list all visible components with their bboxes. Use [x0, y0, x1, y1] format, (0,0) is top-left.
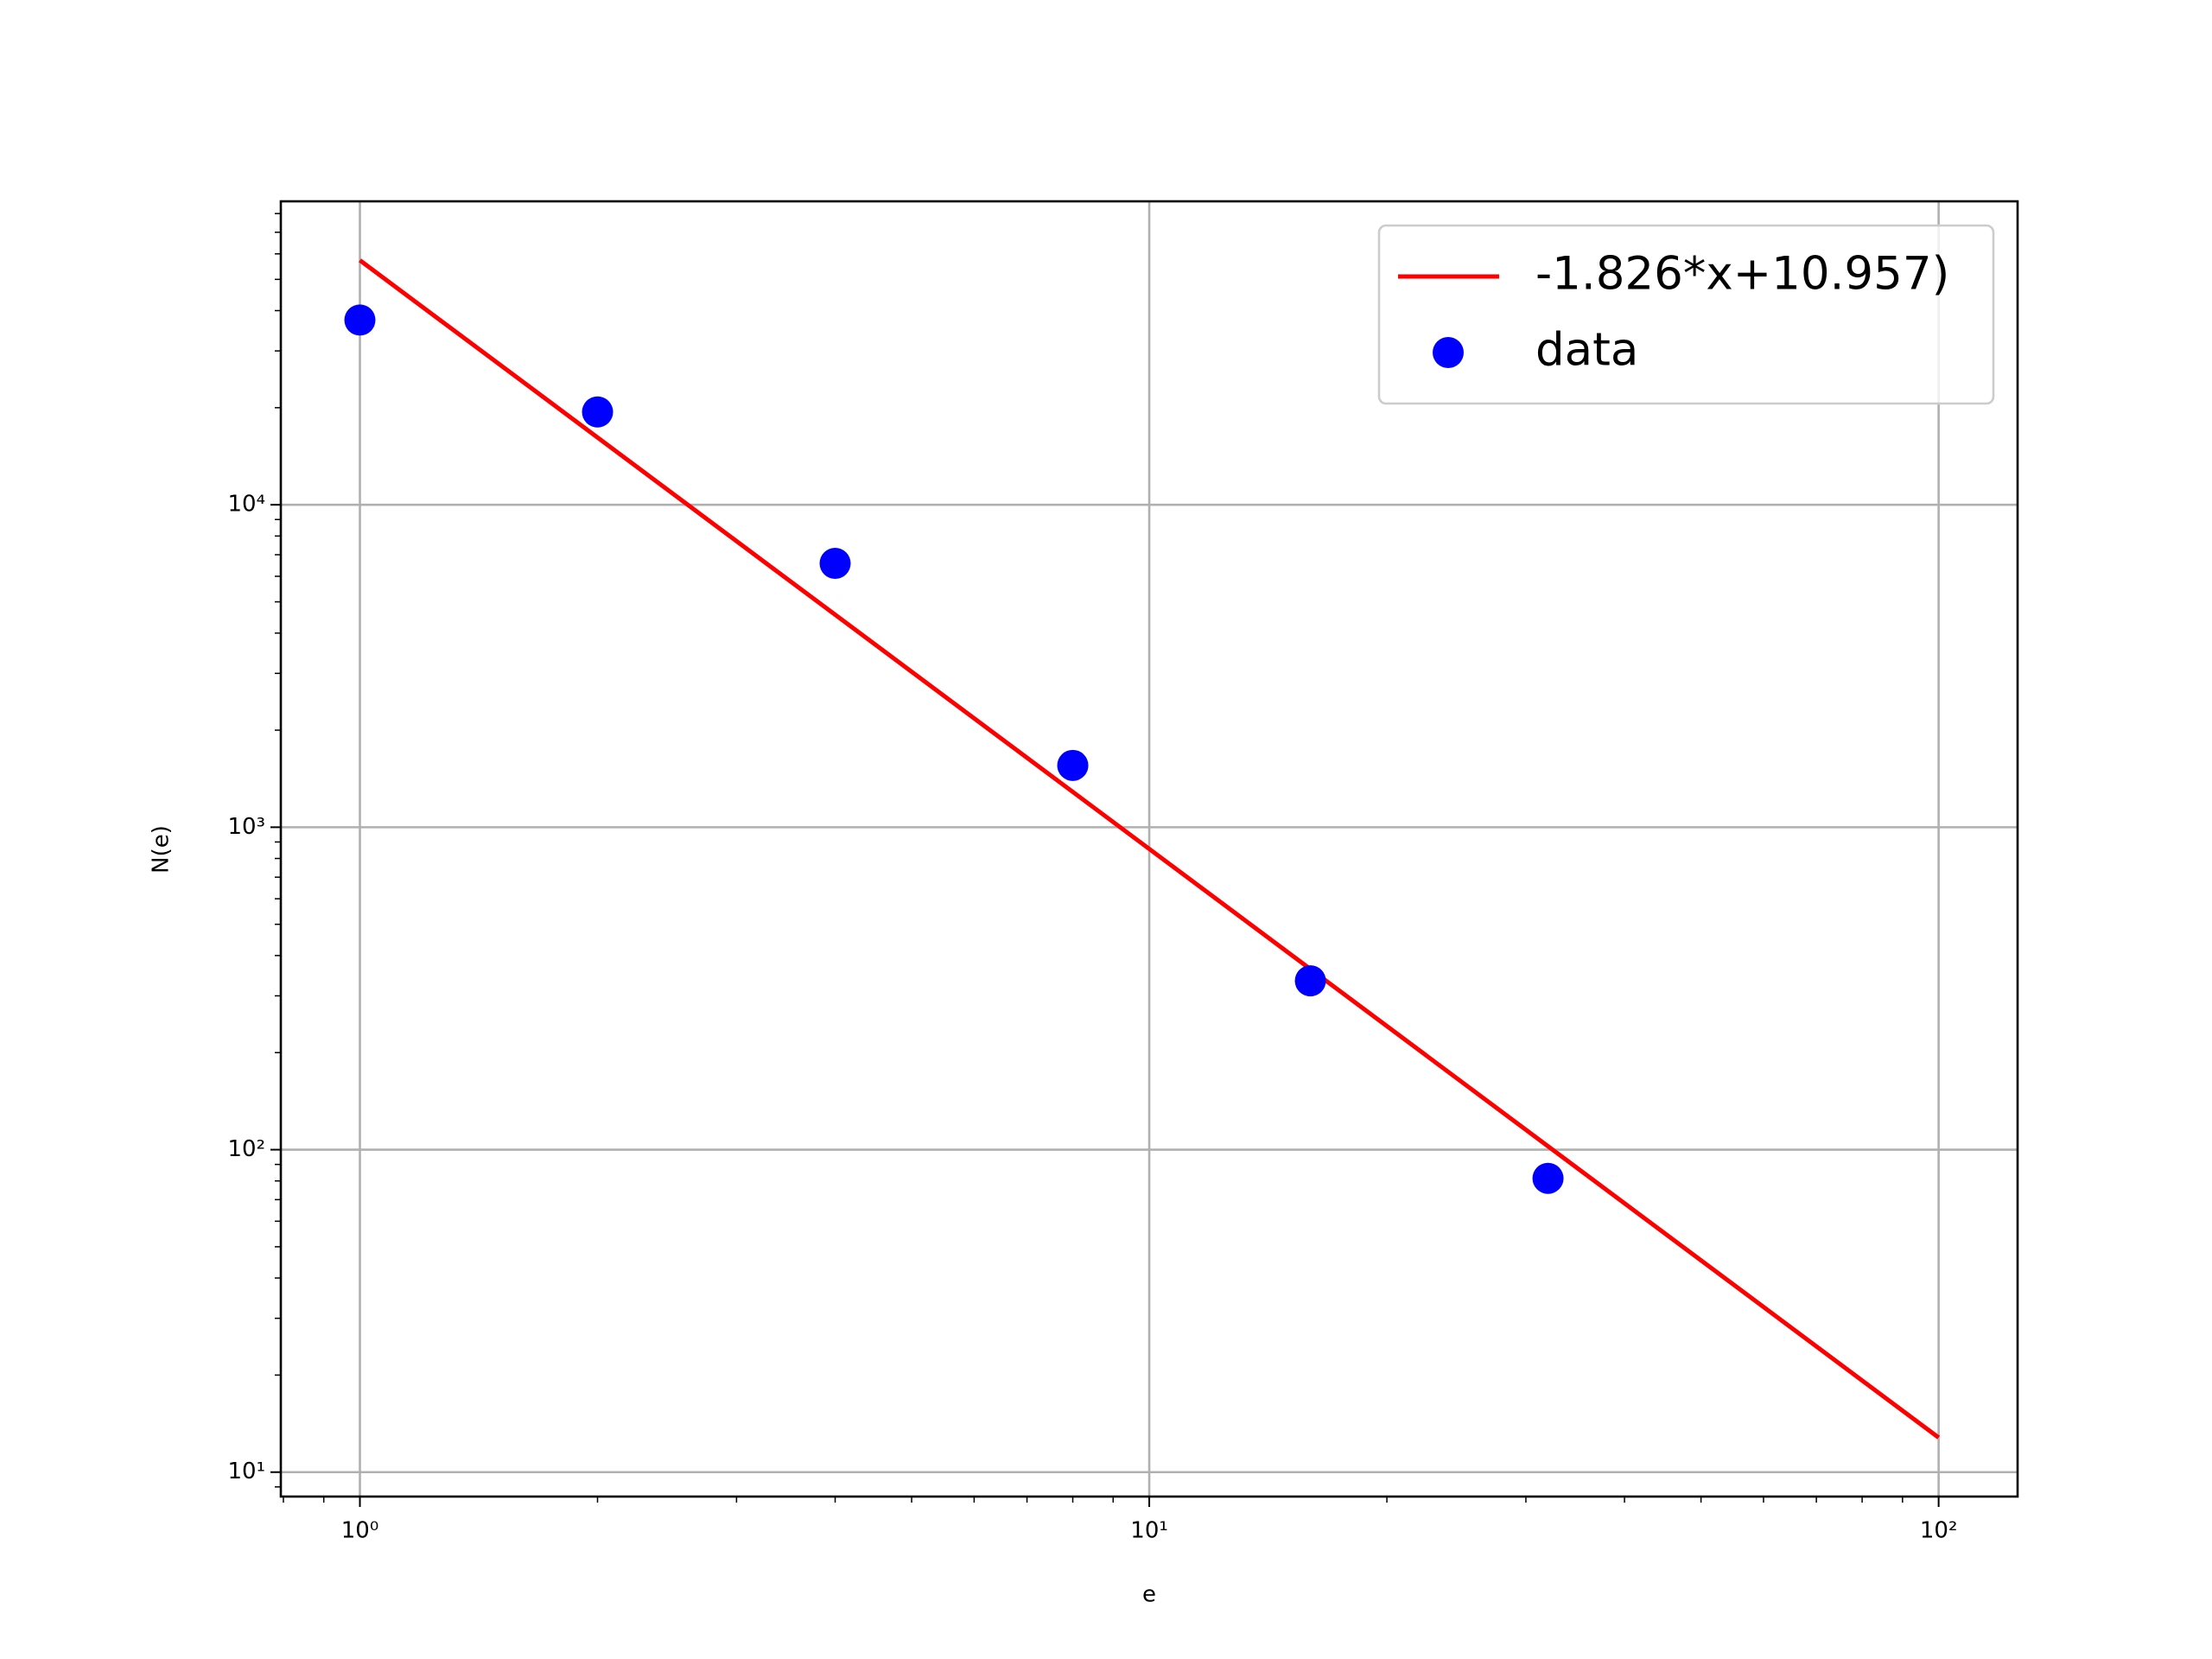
y-axis-label: N(e) [149, 825, 175, 874]
y-tick-label: 10⁴ [227, 492, 265, 518]
data-point [1532, 1162, 1564, 1194]
y-tick-label: 10² [227, 1136, 265, 1162]
data-point [1294, 965, 1326, 997]
legend-label: -1.826*x+10.957) [1535, 248, 1949, 301]
x-tick-label: 10⁰ [341, 1518, 379, 1544]
axes-frame [279, 200, 2019, 1498]
data-point [582, 396, 613, 428]
fit-line [359, 258, 1941, 1440]
x-tick-label: 10¹ [1130, 1518, 1168, 1544]
x-axis-label: e [1142, 1582, 1156, 1608]
x-tick-label: 10² [1920, 1518, 1958, 1544]
legend-label: data [1535, 324, 1638, 377]
y-tick-label: 10³ [227, 814, 265, 840]
data-point [344, 304, 376, 336]
legend-swatch [1433, 337, 1464, 368]
y-tick-label: 10¹ [227, 1459, 265, 1484]
legend-box [1377, 224, 1995, 405]
data-point [819, 548, 851, 580]
data-point [1057, 749, 1089, 781]
